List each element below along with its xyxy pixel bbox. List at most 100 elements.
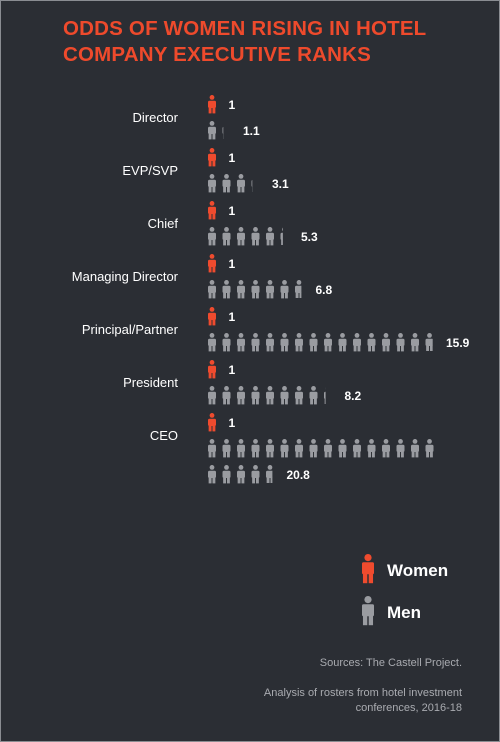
men-icon — [208, 465, 216, 484]
category-label: Chief — [148, 216, 179, 231]
men-value-label: 15.9 — [446, 336, 470, 350]
men-icon — [222, 174, 231, 193]
men-value-label: 1.1 — [243, 124, 260, 138]
men-icon — [309, 386, 318, 405]
legend-women-label: Women — [387, 561, 448, 580]
men-icon — [338, 439, 347, 458]
women-icon — [208, 254, 216, 273]
category-label: Principal/Partner — [82, 322, 179, 337]
women-icon — [208, 201, 216, 220]
men-icon — [251, 333, 260, 352]
category-label: President — [123, 375, 178, 390]
men-value-label: 3.1 — [272, 177, 289, 191]
men-icon — [280, 280, 289, 299]
men-icon — [208, 333, 216, 352]
men-icon — [280, 439, 289, 458]
men-icon — [251, 386, 260, 405]
source-note: Sources: The Castell Project. — [319, 657, 462, 669]
men-icon — [324, 333, 332, 352]
men-icon — [353, 439, 361, 458]
men-icon — [251, 280, 260, 299]
men-icon — [266, 227, 274, 246]
men-value-label: 5.3 — [301, 230, 318, 244]
men-icon — [208, 439, 216, 458]
women-value-label: 1 — [229, 204, 236, 218]
men-icon — [266, 386, 274, 405]
women-value-label: 1 — [229, 363, 236, 377]
men-icon — [324, 439, 332, 458]
men-value-label: 20.8 — [287, 468, 311, 482]
legend-women-icon — [362, 554, 374, 584]
men-icon — [425, 439, 434, 458]
men-icon — [222, 333, 231, 352]
women-icon — [208, 360, 216, 379]
category-label: Director — [132, 110, 178, 125]
women-icon — [208, 307, 216, 326]
men-icon — [338, 333, 347, 352]
men-icon — [222, 439, 231, 458]
men-icon — [396, 439, 405, 458]
men-icon — [280, 386, 289, 405]
men-icon — [237, 439, 245, 458]
chart-title-line-1: ODDS OF WOMEN RISING IN HOTEL — [63, 17, 427, 40]
chart-title: ODDS OF WOMEN RISING IN HOTEL COMPANY EX… — [63, 16, 483, 68]
men-icon — [208, 174, 216, 193]
men-icon — [266, 333, 274, 352]
men-icon — [208, 280, 216, 299]
men-icon — [396, 333, 405, 352]
women-value-label: 1 — [229, 257, 236, 271]
women-icon — [208, 95, 216, 114]
women-value-label: 1 — [229, 151, 236, 165]
men-icon — [353, 333, 361, 352]
men-icon — [382, 439, 390, 458]
men-icon — [222, 280, 231, 299]
men-icon — [237, 174, 245, 193]
men-icon — [237, 465, 245, 484]
category-label: CEO — [150, 428, 178, 443]
men-icon — [251, 465, 260, 484]
men-icon — [295, 386, 303, 405]
men-icon — [237, 333, 245, 352]
men-icon — [411, 439, 419, 458]
men-icon — [237, 227, 245, 246]
men-icon — [222, 126, 224, 139]
men-icon — [266, 465, 273, 483]
legend-men-label: Men — [387, 603, 421, 622]
men-icon — [251, 439, 260, 458]
men-icon — [251, 227, 260, 246]
men-icon — [324, 391, 326, 404]
men-icon — [367, 439, 376, 458]
men-icon — [222, 227, 231, 246]
men-icon — [382, 333, 390, 352]
men-icon — [222, 465, 231, 484]
men-value-label: 6.8 — [316, 283, 333, 297]
men-icon — [295, 439, 303, 458]
men-icon — [280, 333, 289, 352]
women-icon — [208, 413, 216, 432]
men-icon — [208, 121, 216, 140]
category-label: EVP/SVP — [122, 163, 178, 178]
men-icon — [266, 280, 274, 299]
men-value-label: 8.2 — [345, 389, 362, 403]
legend-men-icon — [362, 596, 374, 626]
men-icon — [208, 227, 216, 246]
men-icon — [266, 439, 274, 458]
men-icon — [309, 333, 318, 352]
men-icon — [367, 333, 376, 352]
women-value-label: 1 — [229, 416, 236, 430]
men-icon — [411, 333, 419, 352]
methodology-note: Analysis of rosters from hotel investmen… — [263, 687, 462, 714]
women-icon — [208, 148, 216, 167]
men-icon — [295, 333, 303, 352]
women-value-label: 1 — [229, 98, 236, 112]
men-icon — [425, 333, 433, 351]
women-value-label: 1 — [229, 310, 236, 324]
men-icon — [251, 179, 253, 192]
men-icon — [237, 280, 245, 299]
men-icon — [237, 386, 245, 405]
chart-title-line-2: COMPANY EXECUTIVE RANKS — [63, 43, 371, 66]
men-icon — [309, 439, 318, 458]
men-icon — [222, 386, 231, 405]
men-icon — [295, 280, 302, 298]
